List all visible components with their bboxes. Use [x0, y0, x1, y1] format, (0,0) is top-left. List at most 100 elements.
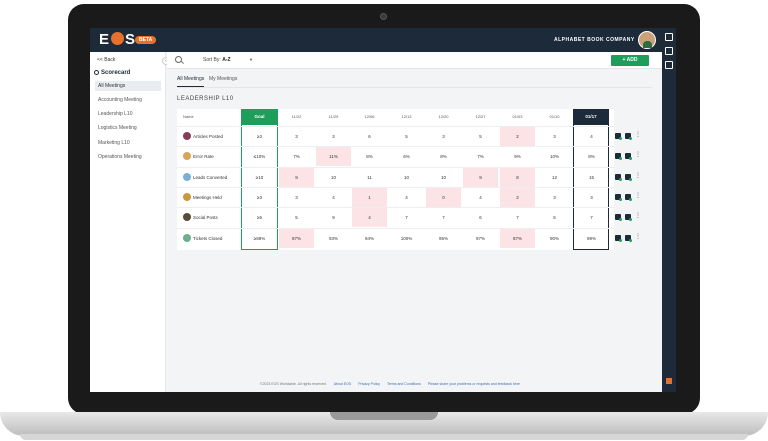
feedback-link[interactable]: Please share your problems or requests a… [427, 382, 520, 386]
score-cell[interactable]: 3 [590, 194, 593, 200]
score-cell[interactable]: 10 [440, 174, 446, 180]
more-options-icon[interactable]: ⋮ [635, 172, 641, 179]
score-cell[interactable]: 6% [403, 154, 410, 160]
more-options-icon[interactable]: ⋮ [635, 233, 641, 240]
goal-cell[interactable]: ≥5 [257, 215, 262, 221]
score-cell[interactable]: 7 [442, 215, 445, 221]
score-cell[interactable]: 5 [405, 134, 408, 139]
score-cell[interactable]: 3 [553, 134, 556, 139]
goal-cell[interactable]: ≥3 [257, 194, 262, 200]
issue-icon[interactable] [625, 133, 632, 140]
more-options-icon[interactable]: ⋮ [635, 192, 641, 199]
score-cell[interactable]: 15 [588, 174, 594, 180]
sidebar-item-logistics-meeting[interactable]: Logistics Meeting [98, 125, 137, 131]
score-cell[interactable]: 4 [590, 134, 593, 139]
checklist-icon[interactable] [665, 33, 673, 41]
score-cell[interactable]: 12 [551, 174, 557, 180]
metric-name[interactable]: Articles Posted [177, 127, 223, 146]
feedback-icon[interactable] [666, 378, 672, 384]
sidebar-item-leadership-l10[interactable]: Leadership L10 [98, 111, 133, 117]
privacy-link[interactable]: Privacy Policy [358, 382, 380, 386]
score-cell[interactable]: 6 [479, 215, 482, 221]
score-cell[interactable]: 90% [549, 235, 559, 241]
goal-cell[interactable]: ≤10% [253, 154, 266, 160]
chevron-down-icon[interactable]: ▼ [249, 57, 253, 62]
score-cell[interactable]: 87% [279, 228, 314, 248]
sidebar-item-marketing-l10[interactable]: Marketing L10 [98, 140, 130, 146]
note-icon[interactable] [665, 61, 673, 69]
score-cell[interactable]: 3 [295, 134, 298, 139]
metric-name[interactable]: Social Posts [177, 208, 218, 227]
score-cell[interactable]: 9 [279, 167, 314, 187]
score-cell[interactable]: 3 [553, 194, 556, 200]
score-cell[interactable]: 7 [590, 215, 593, 221]
metric-name[interactable]: Tickets Closed [177, 229, 222, 248]
score-cell[interactable]: 9% [514, 154, 521, 160]
todo-icon[interactable] [615, 214, 622, 222]
metric-name[interactable]: Meetings Held [177, 188, 222, 207]
score-cell[interactable]: 5 [295, 215, 298, 221]
todo-icon[interactable] [615, 153, 622, 161]
score-cell[interactable]: 7 [516, 215, 519, 221]
issue-icon[interactable] [625, 173, 632, 181]
score-cell[interactable]: 1 [352, 187, 387, 207]
score-cell[interactable]: 3 [332, 134, 335, 139]
score-cell[interactable]: 4 [479, 194, 482, 200]
sidebar-item-accounting-meeting[interactable]: Accounting Meeting [98, 97, 142, 103]
issue-icon[interactable] [625, 193, 632, 201]
metric-name[interactable]: Leads Converted [177, 168, 227, 187]
goal-cell[interactable]: ≥10 [255, 174, 264, 180]
sidebar-item-all-meetings[interactable]: All Meetings [95, 81, 161, 91]
score-cell[interactable]: 6 [368, 134, 371, 139]
score-cell[interactable]: 2 [500, 127, 535, 146]
score-cell[interactable]: 3 [295, 194, 298, 200]
back-link[interactable]: << Back [97, 57, 116, 63]
score-cell[interactable]: 93% [328, 235, 338, 241]
add-button[interactable]: + ADD [611, 55, 649, 66]
score-cell[interactable]: 10 [330, 174, 336, 180]
score-cell[interactable]: 10 [403, 174, 409, 180]
todo-icon[interactable] [615, 173, 622, 181]
score-cell[interactable]: 9 [463, 167, 498, 187]
sidebar-item-operations-meeting[interactable]: Operations Meeting [98, 154, 142, 160]
check-icon[interactable] [665, 47, 673, 55]
goal-cell[interactable]: ≥3 [257, 134, 262, 139]
score-cell[interactable]: 8% [588, 154, 595, 160]
score-cell[interactable]: 94% [364, 235, 374, 241]
issue-icon[interactable] [625, 234, 632, 242]
score-cell[interactable]: 7% [477, 154, 484, 160]
score-cell[interactable]: 3 [442, 134, 445, 139]
score-cell[interactable]: 87% [500, 228, 535, 248]
more-options-icon[interactable]: ⋮ [635, 213, 641, 220]
score-cell[interactable]: 8 [500, 167, 535, 187]
score-cell[interactable]: 2 [500, 187, 535, 207]
goal-cell[interactable]: ≥88% [253, 235, 266, 241]
issue-icon[interactable] [625, 153, 632, 161]
score-cell[interactable]: 8% [440, 154, 447, 160]
sort-dropdown[interactable]: Sort By: A-Z [203, 57, 231, 63]
search-icon[interactable] [175, 56, 182, 63]
score-cell[interactable]: 8% [366, 154, 373, 160]
more-options-icon[interactable]: ⋮ [635, 132, 641, 138]
score-cell[interactable]: 5 [553, 215, 556, 221]
about-link[interactable]: About EOS [333, 382, 352, 386]
score-cell[interactable]: 4 [352, 208, 387, 228]
score-cell[interactable]: 97% [475, 235, 485, 241]
more-options-icon[interactable]: ⋮ [635, 152, 641, 159]
todo-icon[interactable] [615, 133, 622, 140]
tab-my-meetings[interactable]: My Meetings [209, 76, 238, 82]
user-avatar[interactable] [638, 31, 656, 49]
terms-link[interactable]: Terms and Conditions [386, 382, 421, 386]
score-cell[interactable]: 100% [400, 235, 413, 241]
score-cell[interactable]: 11 [367, 174, 372, 180]
score-cell[interactable]: 11% [316, 147, 351, 167]
score-cell[interactable]: 95% [438, 235, 448, 241]
metric-name[interactable]: Error Rate [177, 147, 214, 166]
score-cell[interactable]: 10% [549, 154, 559, 160]
issue-icon[interactable] [625, 214, 632, 222]
score-cell[interactable]: 99% [586, 235, 596, 241]
score-cell[interactable]: 4 [332, 194, 335, 200]
score-cell[interactable]: 4 [405, 194, 408, 200]
score-cell[interactable]: 7 [405, 215, 408, 221]
